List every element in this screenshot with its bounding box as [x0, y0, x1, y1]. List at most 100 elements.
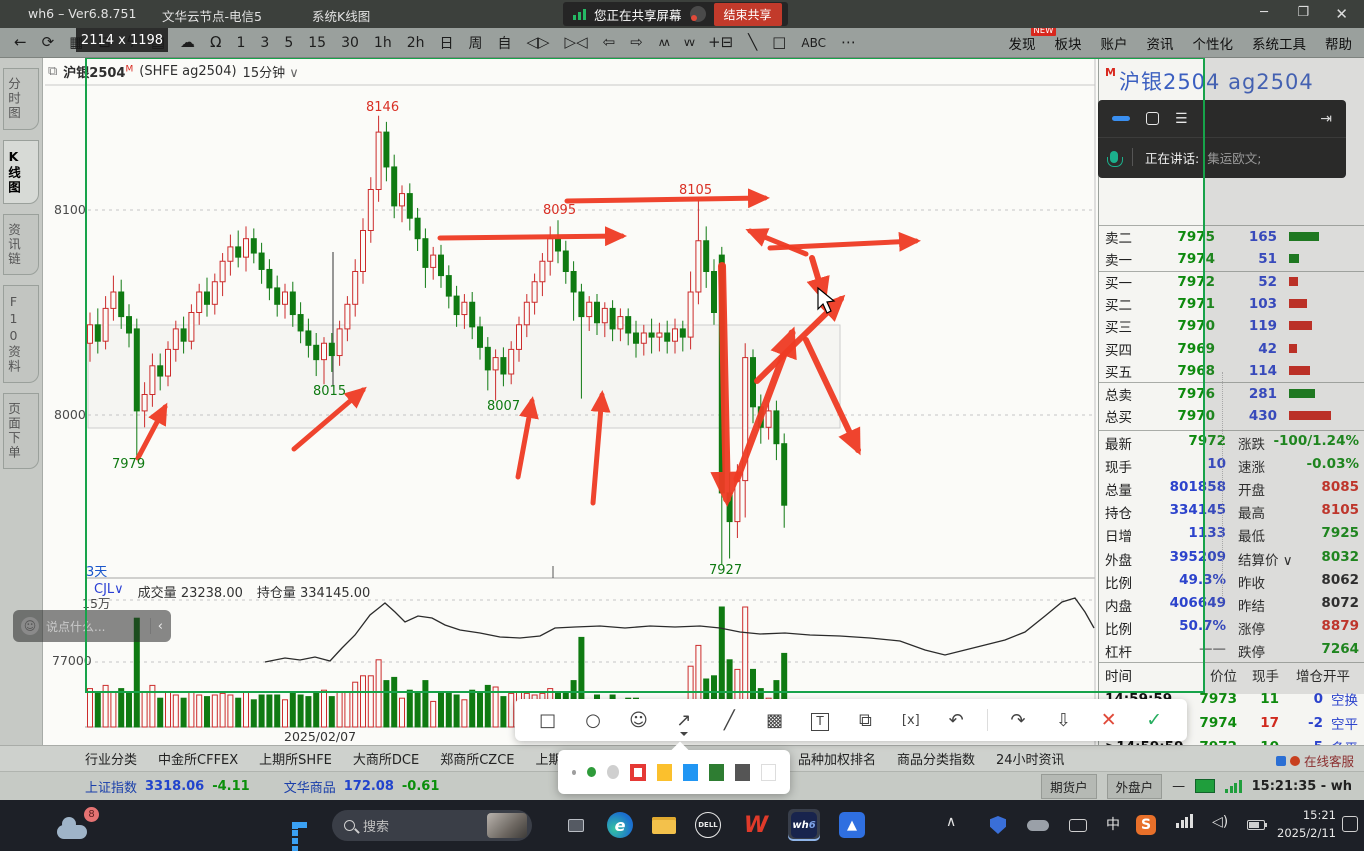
- menu-资讯[interactable]: 资讯: [1146, 36, 1174, 53]
- book-row-卖一[interactable]: 卖一 7974 51: [1099, 248, 1364, 270]
- range-label[interactable]: 3天: [86, 565, 108, 580]
- book-row-总买[interactable]: 总买 7970 430: [1099, 404, 1364, 426]
- wh6-icon[interactable]: wh 6: [788, 809, 820, 841]
- size-small[interactable]: [572, 769, 577, 775]
- shield-icon[interactable]: [982, 809, 1014, 841]
- bottom-tab-上期所SHFE[interactable]: 上期所SHFE: [259, 753, 332, 768]
- book-row-买一[interactable]: 买一 7972 52: [1099, 270, 1364, 293]
- back-icon[interactable]: ←: [14, 33, 27, 51]
- period-日[interactable]: 日: [439, 35, 454, 52]
- notification-icon[interactable]: [1342, 816, 1358, 832]
- sidebar-tab-资讯链[interactable]: 资讯链: [3, 213, 39, 275]
- size-large[interactable]: [607, 765, 620, 779]
- bottom-tab-中金所CFFEX[interactable]: 中金所CFFEX: [158, 753, 239, 768]
- trendline-icon[interactable]: ╲: [748, 33, 758, 51]
- bottom-tab-商品分类指数[interactable]: 商品分类指数: [896, 753, 975, 768]
- period-1[interactable]: 1: [236, 34, 246, 51]
- exit-panel-icon[interactable]: ⇥: [1320, 110, 1332, 127]
- period-30[interactable]: 30: [341, 34, 359, 51]
- meeting-app-icon[interactable]: ▲: [836, 809, 868, 841]
- undo-icon[interactable]: ↶: [948, 709, 964, 731]
- menu-个性化[interactable]: 个性化: [1192, 36, 1234, 53]
- bottom-tab-24小时资讯[interactable]: 24小时资讯: [996, 753, 1065, 768]
- zoom-down-icon[interactable]: ∨∨: [682, 36, 696, 49]
- search-highlight-image[interactable]: [487, 813, 527, 838]
- menu-账户[interactable]: 账户: [1100, 36, 1128, 53]
- wifi-icon[interactable]: [1176, 814, 1193, 832]
- emoji-tool-icon[interactable]: ☺: [629, 709, 648, 731]
- color-swatch-#2e7d32[interactable]: [709, 763, 724, 781]
- dell-icon[interactable]: DELL: [692, 809, 724, 841]
- bottom-tab-郑商所CZCE[interactable]: 郑商所CZCE: [440, 753, 515, 768]
- period-1h[interactable]: 1h: [373, 34, 392, 51]
- chat-input-bar[interactable]: ☺ 说点什么... ‹: [13, 610, 171, 642]
- sidebar-tab-K线图[interactable]: K线图: [3, 139, 39, 204]
- note-tool-icon[interactable]: ⧉: [858, 709, 872, 731]
- online-service-link[interactable]: 在线客服: [1275, 751, 1354, 770]
- wps-icon[interactable]: W: [743, 812, 769, 838]
- speaker-icon[interactable]: ◁): [1212, 814, 1229, 830]
- page-left-icon[interactable]: ⇦: [602, 33, 616, 51]
- arrow-tool-icon[interactable]: ↗: [669, 710, 699, 736]
- period-周[interactable]: 周: [468, 35, 483, 52]
- ime-indicator[interactable]: 中: [1106, 817, 1120, 833]
- maximize-button[interactable]: ❐: [1297, 5, 1309, 20]
- color-swatch-#e53935[interactable]: [630, 763, 647, 781]
- outer-account-button[interactable]: 外盘户: [1106, 773, 1163, 799]
- abc-icon[interactable]: ABC: [801, 35, 826, 50]
- close-annotate-icon[interactable]: ✕: [1100, 709, 1117, 731]
- close-button[interactable]: ✕: [1335, 5, 1348, 23]
- end-share-button[interactable]: 结束共享: [713, 2, 782, 26]
- page-right-icon[interactable]: ⇨: [630, 33, 643, 51]
- book-row-买四[interactable]: 买四 7969 42: [1099, 337, 1364, 359]
- minimize-button[interactable]: ─: [1260, 5, 1268, 20]
- bell-icon[interactable]: Ω: [210, 33, 222, 51]
- menu-板块[interactable]: 板块: [1054, 36, 1082, 53]
- touchpad-icon[interactable]: [1062, 809, 1094, 841]
- sidebar-tab-分时图[interactable]: 分时图: [3, 68, 39, 130]
- period-自[interactable]: 自: [497, 35, 512, 52]
- microphone-icon[interactable]: [1107, 151, 1123, 167]
- index1-label[interactable]: 上证指数: [85, 780, 138, 796]
- bottom-tab-行业分类[interactable]: 行业分类: [85, 753, 138, 768]
- cloud-sync-icon[interactable]: [1022, 809, 1054, 841]
- weather-widget[interactable]: 8: [55, 807, 101, 845]
- chart-period-selector[interactable]: 15分钟 ∨: [242, 66, 299, 81]
- futures-account-button[interactable]: 期货户: [1041, 773, 1097, 799]
- book-row-买二[interactable]: 买二 7971 103: [1099, 293, 1364, 315]
- period-15[interactable]: 15: [308, 34, 327, 51]
- line-tool-icon[interactable]: ╱: [723, 709, 735, 731]
- book-row-买五[interactable]: 买五 7968 114: [1099, 360, 1364, 382]
- sidebar-tab-F10资料[interactable]: F10资料: [3, 285, 39, 383]
- window-icon[interactable]: [1146, 112, 1159, 125]
- book-row-卖二[interactable]: 卖二 7975 165: [1099, 226, 1364, 248]
- taskbar-clock[interactable]: 15:21 2025/2/11: [1277, 806, 1336, 843]
- capture-tool-icon[interactable]: [x]: [901, 712, 920, 728]
- battery-icon[interactable]: [1240, 809, 1272, 841]
- period-2h[interactable]: 2h: [406, 34, 425, 51]
- chevron-up-icon[interactable]: ∧: [946, 814, 957, 830]
- refresh-icon[interactable]: ⟳: [41, 33, 55, 51]
- period-3[interactable]: 3: [260, 34, 270, 51]
- book-row-总卖[interactable]: 总卖 7976 281: [1099, 382, 1364, 404]
- indicator-selector[interactable]: CJL∨: [94, 582, 124, 597]
- bottom-tab-品种加权排名[interactable]: 品种加权排名: [797, 753, 876, 768]
- period-5[interactable]: 5: [284, 34, 294, 51]
- color-swatch-#2196f3[interactable]: [683, 763, 699, 781]
- menu-帮助[interactable]: 帮助: [1325, 36, 1352, 53]
- more-icon[interactable]: ⋯: [840, 33, 856, 51]
- color-swatch-#ffffff[interactable]: [760, 763, 776, 781]
- confirm-annotate-icon[interactable]: ✓: [1146, 709, 1163, 731]
- search-input[interactable]: 搜索: [332, 810, 532, 841]
- size-medium[interactable]: [587, 767, 597, 777]
- explorer-icon[interactable]: [648, 809, 680, 841]
- emoji-icon[interactable]: ☺: [21, 617, 39, 635]
- color-swatch-#fbc02d[interactable]: [657, 763, 673, 781]
- chat-placeholder[interactable]: 说点什么...: [46, 619, 106, 634]
- book-row-买三[interactable]: 买三 7970 119: [1099, 315, 1364, 337]
- sogou-icon[interactable]: S: [1130, 809, 1162, 841]
- forward-icon[interactable]: ↷: [1010, 709, 1026, 731]
- color-swatch-#555555[interactable]: [734, 763, 750, 781]
- menu-系统工具[interactable]: 系统工具: [1252, 36, 1306, 53]
- start-button[interactable]: [283, 809, 315, 851]
